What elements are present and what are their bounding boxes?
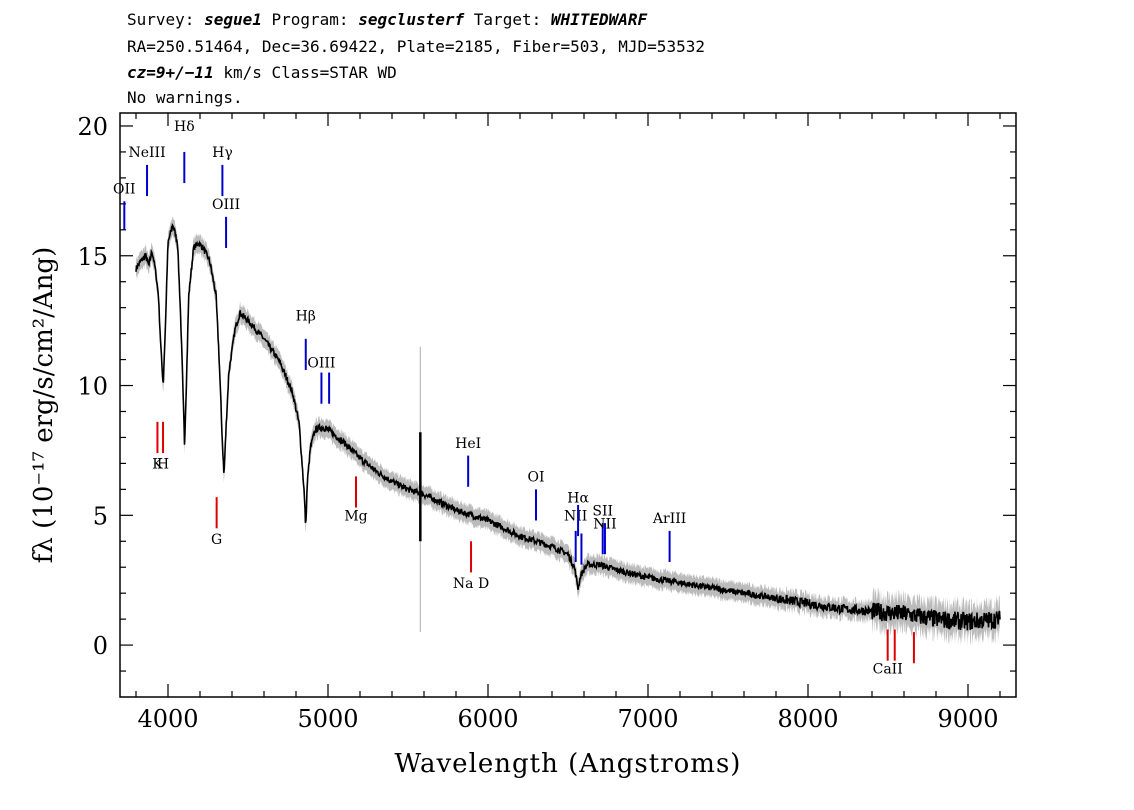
header-line-2: RA=250.51464, Dec=36.69422, Plate=2185, … xyxy=(127,37,705,56)
marker-label: SII xyxy=(592,503,613,519)
program-value: segclusterf xyxy=(358,10,465,29)
marker-label: Na D xyxy=(453,576,489,592)
x-tick-label: 7000 xyxy=(617,705,678,733)
marker-label: OIII xyxy=(212,197,240,213)
y-tick-label: 15 xyxy=(77,243,108,271)
marker-label: CaII xyxy=(873,662,903,678)
plot-frame xyxy=(119,112,1017,698)
marker-label: OIII xyxy=(307,355,335,371)
header-line-1: Survey: segue1 Program: segclusterf Targ… xyxy=(127,10,647,30)
y-axis-label: fλ (10⁻¹⁷ erg/s/cm²/Ang) xyxy=(29,247,59,563)
marker-label: G xyxy=(211,532,222,548)
marker-label: NII xyxy=(593,516,616,532)
program-label: Program: xyxy=(261,10,359,29)
marker-label: NII xyxy=(564,509,587,525)
marker-label: Hγ xyxy=(212,145,233,161)
marker-label: ArIII xyxy=(652,511,686,527)
y-tick-label: 0 xyxy=(93,632,108,660)
x-axis-label: Wavelength (Angstroms) xyxy=(395,749,742,779)
marker-label: Mg xyxy=(344,509,367,525)
redshift-value: cz=9+/−11 xyxy=(127,63,214,82)
x-tick-label: 8000 xyxy=(777,705,838,733)
target-value: WHITEDWARF xyxy=(550,10,648,29)
marker-label: OII xyxy=(113,181,136,197)
flux-line xyxy=(135,222,1001,631)
y-tick-label: 10 xyxy=(77,373,108,401)
marker-label: OI xyxy=(527,470,544,486)
marker-label: K xyxy=(152,457,163,473)
header-line-4: No warnings. xyxy=(127,88,243,107)
marker-label: Hδ xyxy=(174,119,195,135)
marker-label: Hβ xyxy=(296,309,316,325)
x-tick-label: 5000 xyxy=(297,705,358,733)
marker-label: H xyxy=(157,457,169,473)
marker-label: NeIII xyxy=(128,145,165,161)
y-tick-label: 5 xyxy=(93,502,108,530)
target-label: Target: xyxy=(464,10,551,29)
survey-value: segue1 xyxy=(204,10,262,29)
marker-label: HeI xyxy=(455,436,481,452)
x-tick-label: 4000 xyxy=(137,705,198,733)
marker-label: Hα xyxy=(567,490,589,506)
survey-label: Survey: xyxy=(127,10,205,29)
header-line-3: cz=9+/−11 km/s Class=STAR WD xyxy=(127,63,397,83)
x-tick-label: 6000 xyxy=(457,705,518,733)
class-text: km/s Class=STAR WD xyxy=(213,63,397,82)
x-tick-label: 9000 xyxy=(937,705,998,733)
error-band xyxy=(136,216,1000,646)
y-tick-label: 20 xyxy=(77,113,108,141)
